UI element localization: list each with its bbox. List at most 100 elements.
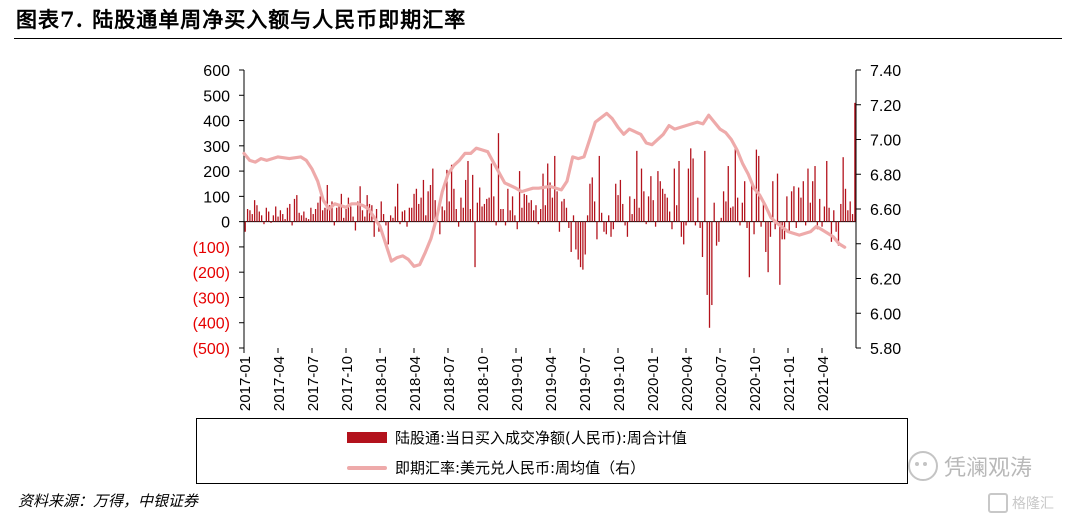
bar [697,197,699,222]
bar [673,168,675,222]
bar [446,169,448,222]
bar [474,221,476,268]
bar [814,166,816,222]
bar [397,183,399,222]
right-tick-label: 6.60 [870,202,901,219]
bar [457,221,460,227]
left-tick-label: (300) [193,290,230,307]
left-tick-label: (400) [193,316,230,333]
bar [516,221,518,230]
bar [345,209,347,222]
x-tick-label: 2018-01 [373,356,390,411]
watermark-small: 格隆汇 [988,493,1054,513]
bar [561,201,563,222]
watermark: 凭澜观涛 [908,450,1032,482]
bar [467,160,469,222]
bar [303,211,305,222]
bar [469,209,471,222]
right-tick-label: 6.80 [870,167,901,184]
bar [300,215,303,222]
bar [729,207,732,222]
bar [490,163,493,222]
bar [659,181,661,222]
bar [765,221,767,252]
bar [715,221,718,246]
figure-title: 图表7. 陆股通单周净买入额与人民币即期汇率 [16,7,467,32]
legend-item-line: 即期汇率:美元兑人民币:周均值（右） [347,457,645,478]
bar [528,202,530,222]
bar [636,150,638,222]
bar [502,209,504,222]
bar [694,221,697,226]
bar [375,209,378,222]
bar [687,168,690,222]
bar [253,200,256,222]
x-tick-label: 2018-10 [475,356,492,411]
bar [619,179,622,222]
bar [788,221,790,232]
bar [790,191,793,222]
bar [774,221,776,230]
bar [392,217,394,222]
bar [500,209,502,222]
ticks-group: 600 500 400 300 200 100 0 (100) (200) (300) (400) (… [193,63,902,411]
bar [305,217,307,222]
bar [530,200,532,222]
bar [432,168,434,222]
legend-box: 陆股通:当日买入成交净额(人民币):周合计值 即期汇率:美元兑人民币:周均值（右… [196,418,908,484]
bar [443,210,446,222]
bar [720,217,722,222]
bar [364,216,366,222]
bar [640,168,643,222]
left-tick-label: (200) [193,265,230,282]
bar [678,160,680,222]
bar [605,221,607,235]
bar [556,191,558,222]
bar [741,202,743,222]
bar [849,201,851,222]
x-tick-label: 2021-01 [781,356,798,411]
bar [722,191,725,222]
right-tick-label: 7.00 [870,133,901,150]
bar [579,221,582,268]
bar [479,187,481,222]
bar [603,221,605,232]
bar [540,209,542,222]
bar [577,221,579,260]
bar [336,207,338,222]
bar [753,221,755,235]
bar [289,203,291,222]
x-tick-label: 2018-07 [441,356,458,411]
bar [331,201,333,222]
bar [704,150,706,222]
bar [626,221,629,237]
bar [610,221,612,237]
bar [277,216,279,222]
bar [676,205,678,222]
bar [760,221,762,227]
bar [312,214,314,222]
left-tick-label: 0 [221,215,230,232]
bar [683,221,685,245]
bar [298,212,300,222]
bar [268,211,270,222]
bar [734,145,736,222]
bar [399,221,401,225]
bar [425,215,427,222]
bar [795,221,797,228]
bar [669,211,671,222]
bar [291,221,293,226]
bar [802,181,804,222]
x-tick-label: 2018-04 [407,356,424,411]
bar [615,183,617,222]
bar [781,221,783,240]
bar [333,221,335,226]
bar [568,221,570,228]
bar [389,215,392,222]
bar [685,221,687,226]
left-tick-label: (500) [193,341,230,358]
bar [565,207,568,222]
bar [748,221,751,278]
bar [671,221,673,230]
bar [321,210,324,222]
